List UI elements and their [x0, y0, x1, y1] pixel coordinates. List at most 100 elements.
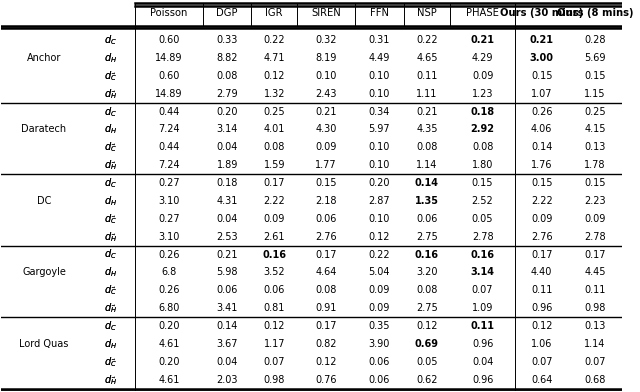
Text: 2.87: 2.87	[369, 196, 390, 206]
Text: 0.13: 0.13	[584, 142, 605, 152]
Text: 1.76: 1.76	[531, 160, 552, 170]
Text: 1.15: 1.15	[584, 89, 606, 99]
Text: 0.21: 0.21	[216, 250, 238, 260]
Text: $d_H$: $d_H$	[104, 123, 118, 136]
Text: 8.19: 8.19	[316, 53, 337, 63]
Text: NSP: NSP	[417, 8, 436, 18]
Text: 2.76: 2.76	[316, 232, 337, 242]
Text: 0.12: 0.12	[369, 232, 390, 242]
Text: 0.12: 0.12	[416, 321, 438, 331]
Text: 0.68: 0.68	[584, 375, 605, 385]
Text: 2.03: 2.03	[216, 375, 238, 385]
Text: $d_C$: $d_C$	[104, 176, 117, 190]
Text: 1.80: 1.80	[472, 160, 493, 170]
Text: 0.96: 0.96	[531, 303, 552, 313]
Text: $d_H$: $d_H$	[104, 337, 118, 351]
Text: 0.25: 0.25	[584, 107, 606, 116]
Text: 0.69: 0.69	[415, 339, 439, 349]
Text: 2.75: 2.75	[416, 303, 438, 313]
Text: 0.10: 0.10	[369, 214, 390, 224]
Text: 0.12: 0.12	[531, 321, 552, 331]
Text: $d_C$: $d_C$	[104, 176, 117, 190]
Text: 0.09: 0.09	[369, 303, 390, 313]
Text: $d_{\vec{C}}$: $d_{\vec{C}}$	[104, 355, 117, 369]
Text: PHASE: PHASE	[466, 8, 499, 18]
Text: $d_C$: $d_C$	[104, 248, 117, 261]
Text: 0.09: 0.09	[316, 142, 337, 152]
Text: $d_{\vec{H}}$: $d_{\vec{H}}$	[104, 230, 118, 243]
Text: 0.08: 0.08	[216, 71, 238, 81]
Text: 2.22: 2.22	[531, 196, 552, 206]
Text: $d_{\vec{H}}$: $d_{\vec{H}}$	[104, 87, 118, 101]
Text: 0.06: 0.06	[416, 214, 438, 224]
Text: $d_{\vec{C}}$: $d_{\vec{C}}$	[104, 69, 117, 83]
Text: 6.80: 6.80	[158, 303, 180, 313]
Text: 0.21: 0.21	[470, 35, 495, 45]
Text: 0.17: 0.17	[584, 250, 606, 260]
Text: 0.15: 0.15	[531, 71, 552, 81]
Text: 1.17: 1.17	[264, 339, 285, 349]
Text: 0.33: 0.33	[216, 35, 238, 45]
Text: 1.32: 1.32	[264, 89, 285, 99]
Text: 0.17: 0.17	[264, 178, 285, 188]
Text: $d_{\vec{H}}$: $d_{\vec{H}}$	[104, 373, 118, 387]
Text: 0.17: 0.17	[531, 250, 552, 260]
Text: 2.79: 2.79	[216, 89, 238, 99]
Text: 0.12: 0.12	[264, 71, 285, 81]
Text: $d_{\vec{H}}$: $d_{\vec{H}}$	[104, 373, 118, 387]
Text: 0.04: 0.04	[216, 214, 238, 224]
Text: 0.34: 0.34	[369, 107, 390, 116]
Text: FFN: FFN	[370, 8, 389, 18]
Text: 0.18: 0.18	[470, 107, 495, 116]
Text: 0.98: 0.98	[584, 303, 605, 313]
Text: $d_{\vec{C}}$: $d_{\vec{C}}$	[104, 355, 117, 369]
Text: 2.76: 2.76	[531, 232, 552, 242]
Text: 3.10: 3.10	[158, 196, 180, 206]
Text: 7.24: 7.24	[158, 125, 180, 134]
Text: 0.07: 0.07	[584, 357, 606, 367]
Text: 6.8: 6.8	[161, 267, 177, 278]
Text: 2.18: 2.18	[316, 196, 337, 206]
Text: 3.00: 3.00	[530, 53, 554, 63]
Text: 0.07: 0.07	[472, 285, 493, 295]
Text: 0.04: 0.04	[472, 357, 493, 367]
Text: 0.08: 0.08	[316, 285, 337, 295]
Text: $d_{\vec{H}}$: $d_{\vec{H}}$	[104, 87, 118, 101]
Text: 0.11: 0.11	[470, 321, 495, 331]
Text: 0.12: 0.12	[264, 321, 285, 331]
Text: 14.89: 14.89	[156, 89, 183, 99]
Text: 0.14: 0.14	[415, 178, 439, 188]
Text: SIREN: SIREN	[311, 8, 341, 18]
Text: 0.26: 0.26	[158, 285, 180, 295]
Text: 0.14: 0.14	[216, 321, 238, 331]
Text: $d_C$: $d_C$	[104, 248, 117, 261]
Text: 0.17: 0.17	[316, 321, 337, 331]
Text: 0.82: 0.82	[316, 339, 337, 349]
Text: 0.20: 0.20	[216, 107, 238, 116]
Text: 4.29: 4.29	[472, 53, 493, 63]
Text: 0.09: 0.09	[584, 214, 605, 224]
Text: 0.28: 0.28	[584, 35, 606, 45]
Text: 0.08: 0.08	[416, 142, 438, 152]
Text: 5.04: 5.04	[369, 267, 390, 278]
Text: $d_{\vec{C}}$: $d_{\vec{C}}$	[104, 140, 117, 154]
Text: 2.61: 2.61	[264, 232, 285, 242]
Text: 0.64: 0.64	[531, 375, 552, 385]
Text: 0.16: 0.16	[470, 250, 495, 260]
Text: $d_H$: $d_H$	[104, 265, 118, 279]
Text: 0.21: 0.21	[416, 107, 438, 116]
Text: 0.16: 0.16	[262, 250, 286, 260]
Text: $d_{\vec{C}}$: $d_{\vec{C}}$	[104, 69, 117, 83]
Text: 0.06: 0.06	[264, 285, 285, 295]
Text: 4.45: 4.45	[584, 267, 606, 278]
Text: 0.15: 0.15	[316, 178, 337, 188]
Text: 0.06: 0.06	[369, 375, 390, 385]
Text: 0.81: 0.81	[264, 303, 285, 313]
Text: 4.64: 4.64	[316, 267, 337, 278]
Text: 0.10: 0.10	[369, 89, 390, 99]
Text: 4.61: 4.61	[158, 339, 180, 349]
Text: Gargoyle: Gargoyle	[22, 267, 66, 278]
Text: 0.10: 0.10	[316, 71, 337, 81]
Text: 0.96: 0.96	[472, 339, 493, 349]
Text: 0.26: 0.26	[531, 107, 552, 116]
